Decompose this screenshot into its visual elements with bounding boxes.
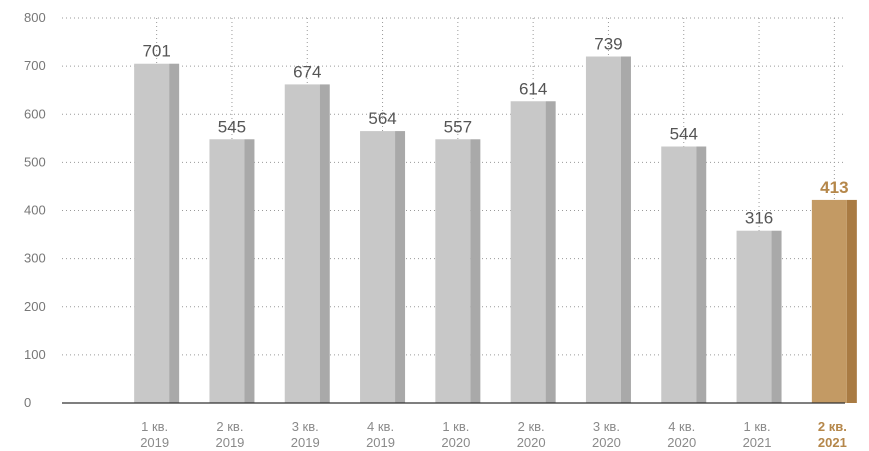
data-label: 614: [519, 79, 547, 98]
y-tick-label: 0: [24, 395, 31, 410]
y-tick-label: 200: [24, 299, 46, 314]
x-tick-line: 1 кв.: [442, 419, 469, 434]
data-label: 701: [142, 42, 170, 61]
data-label: 557: [444, 117, 472, 136]
bar-side: [771, 230, 782, 403]
y-tick-label: 500: [24, 154, 46, 169]
y-tick-label: 300: [24, 251, 46, 266]
bar-side: [696, 146, 707, 403]
bar-side: [395, 131, 406, 403]
y-tick-label: 800: [24, 10, 46, 25]
bar-front: [585, 56, 621, 403]
data-label: 545: [218, 117, 246, 136]
x-tick-line: 2020: [592, 435, 621, 450]
x-tick-line: 2019: [140, 435, 169, 450]
x-tick-label: 1 кв. 2021: [743, 419, 772, 450]
bar-front: [510, 101, 546, 403]
bar-side: [545, 101, 556, 403]
bar: [811, 199, 857, 403]
bar: [510, 101, 556, 403]
x-tick-label: 3 кв. 2020: [592, 419, 621, 450]
bar: [585, 56, 631, 403]
x-tick-line: 2020: [441, 435, 470, 450]
bar-front: [360, 131, 396, 403]
x-tick-line: 2021: [743, 435, 772, 450]
bar-front: [134, 63, 170, 403]
bars: [134, 56, 857, 403]
data-label: 316: [745, 209, 773, 228]
bar-side: [620, 56, 631, 403]
bar: [736, 230, 782, 403]
y-tick-label: 400: [24, 203, 46, 218]
x-tick-line: 2021: [818, 435, 847, 450]
x-tick-line: 2 кв.: [518, 419, 545, 434]
bar-front: [435, 139, 471, 403]
y-tick-label: 100: [24, 347, 46, 362]
x-tick-line: 3 кв.: [593, 419, 620, 434]
bar-side: [244, 139, 255, 403]
x-tick-label: 2 кв. 2019: [215, 419, 244, 450]
y-tick-label: 700: [24, 58, 46, 73]
bar: [284, 84, 330, 403]
bar-side: [470, 139, 481, 403]
data-label: 544: [670, 124, 698, 143]
y-axis-ticks: 0 100 200 300 400 500 600 700 800: [24, 10, 46, 410]
bar: [209, 139, 255, 403]
x-tick-line: 4 кв.: [668, 419, 695, 434]
bar: [661, 146, 707, 403]
x-tick-label: 4 кв. 2019: [366, 419, 395, 450]
x-tick-line: 2 кв.: [818, 419, 847, 434]
x-tick-label: 1 кв. 2019: [140, 419, 169, 450]
data-labels: 701 545 674 564 557 614 739 544 316 413: [142, 35, 848, 228]
x-tick-label: 2 кв. 2021: [818, 419, 847, 450]
bar: [360, 131, 406, 403]
bar-front: [811, 199, 847, 403]
bar-front: [661, 146, 697, 403]
data-label: 739: [594, 35, 622, 54]
bar-front: [209, 139, 245, 403]
x-tick-line: 2019: [366, 435, 395, 450]
x-tick-line: 2020: [667, 435, 696, 450]
x-tick-label: 2 кв. 2020: [517, 419, 546, 450]
data-label: 674: [293, 62, 321, 81]
data-label: 413: [820, 178, 848, 197]
x-tick-label: 4 кв. 2020: [667, 419, 696, 450]
bar-side: [846, 199, 857, 403]
bar: [134, 63, 180, 403]
bar: [435, 139, 481, 403]
y-tick-label: 600: [24, 106, 46, 121]
bar-front: [736, 230, 772, 403]
x-tick-label: 1 кв. 2020: [441, 419, 470, 450]
x-tick-line: 3 кв.: [292, 419, 319, 434]
x-tick-line: 2019: [215, 435, 244, 450]
x-tick-line: 2019: [291, 435, 320, 450]
x-tick-line: 2020: [517, 435, 546, 450]
data-label: 564: [368, 109, 396, 128]
x-tick-line: 1 кв.: [744, 419, 771, 434]
x-tick-line: 2 кв.: [216, 419, 243, 434]
x-tick-line: 4 кв.: [367, 419, 394, 434]
bar-front: [284, 84, 320, 403]
x-tick-label: 3 кв. 2019: [291, 419, 320, 450]
bar-side: [319, 84, 330, 403]
x-tick-line: 1 кв.: [141, 419, 168, 434]
bar-side: [169, 63, 180, 403]
